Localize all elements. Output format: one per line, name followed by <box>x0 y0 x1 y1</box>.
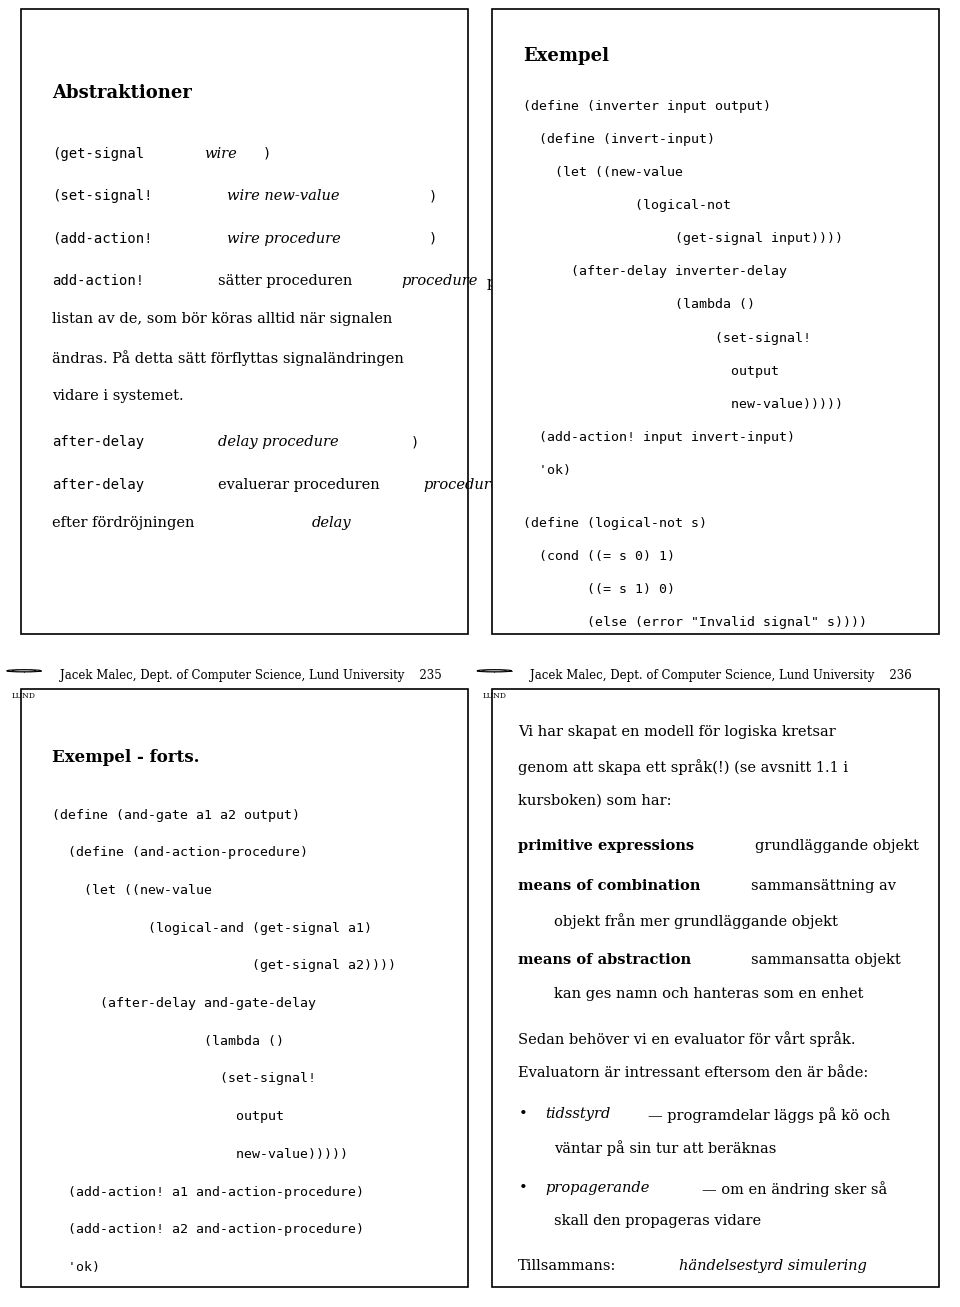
Text: (cond ((= s 0) 1): (cond ((= s 0) 1) <box>523 550 675 563</box>
Text: procedure: procedure <box>423 478 500 491</box>
Text: ): ) <box>410 435 419 450</box>
Text: vidare i systemet.: vidare i systemet. <box>53 388 184 403</box>
Text: genom att skapa ett språk(!) (se avsnitt 1.1 i: genom att skapa ett språk(!) (se avsnitt… <box>518 759 849 775</box>
Text: ): ) <box>428 231 437 246</box>
Text: means of combination: means of combination <box>518 880 701 894</box>
Text: (logical-not: (logical-not <box>523 199 731 212</box>
Text: Sedan behöver vi en evaluator för vårt språk.: Sedan behöver vi en evaluator för vårt s… <box>518 1031 856 1047</box>
Text: ((= s 1) 0): ((= s 1) 0) <box>523 583 675 596</box>
Text: propagerande: propagerande <box>545 1182 650 1195</box>
Text: (define (inverter input output): (define (inverter input output) <box>523 99 771 112</box>
Text: kan ges namn och hanteras som en enhet: kan ges namn och hanteras som en enhet <box>554 987 864 1001</box>
Text: grundläggande objekt: grundläggande objekt <box>756 839 920 852</box>
Text: ändras. På detta sätt förflyttas signaländringen: ändras. På detta sätt förflyttas signalä… <box>53 350 404 366</box>
Text: (define (and-action-procedure): (define (and-action-procedure) <box>53 846 308 859</box>
Text: sammansättning av: sammansättning av <box>751 880 896 894</box>
Text: (define (and-gate a1 a2 output): (define (and-gate a1 a2 output) <box>53 809 300 822</box>
FancyBboxPatch shape <box>21 9 468 634</box>
Circle shape <box>482 670 507 672</box>
Text: Vi har skapat en modell för logiska kretsar: Vi har skapat en modell för logiska kret… <box>518 724 836 738</box>
Text: Tillsammans:: Tillsammans: <box>518 1259 616 1273</box>
Text: ): ) <box>263 146 271 161</box>
Text: wire: wire <box>204 146 237 161</box>
Text: skall den propageras vidare: skall den propageras vidare <box>554 1214 761 1229</box>
Text: 'ok): 'ok) <box>523 464 571 477</box>
Text: (set-signal!: (set-signal! <box>523 332 811 345</box>
Text: evaluerar proceduren: evaluerar proceduren <box>218 478 380 491</box>
Text: (after-delay and-gate-delay: (after-delay and-gate-delay <box>53 997 317 1010</box>
Text: •: • <box>518 1107 527 1121</box>
Text: (set-signal!: (set-signal! <box>53 1073 317 1086</box>
Text: (let ((new-value: (let ((new-value <box>523 166 683 179</box>
Text: (get-signal a2)))): (get-signal a2)))) <box>53 959 396 972</box>
Text: wire procedure: wire procedure <box>227 231 341 246</box>
Text: Evaluatorn är intressant eftersom den är både:: Evaluatorn är intressant eftersom den är… <box>518 1067 869 1080</box>
Circle shape <box>12 670 36 672</box>
Text: add-action!: add-action! <box>53 274 145 288</box>
Text: (add-action!: (add-action! <box>53 231 153 246</box>
Text: Jacek Malec, Dept. of Computer Science, Lund University    235: Jacek Malec, Dept. of Computer Science, … <box>60 669 442 682</box>
Text: (define (invert-input): (define (invert-input) <box>523 133 715 146</box>
Text: (add-action! input invert-input): (add-action! input invert-input) <box>523 431 795 444</box>
Text: new-value))))): new-value))))) <box>53 1148 348 1161</box>
Text: LUND: LUND <box>12 693 36 701</box>
Text: Exempel: Exempel <box>523 47 609 64</box>
Text: Exempel - forts.: Exempel - forts. <box>53 749 200 766</box>
Text: (set-signal!: (set-signal! <box>53 190 153 203</box>
Text: (get-signal input)))): (get-signal input)))) <box>523 233 843 246</box>
FancyBboxPatch shape <box>21 689 468 1287</box>
Text: delay procedure: delay procedure <box>218 435 339 450</box>
Text: •: • <box>518 1182 527 1195</box>
Text: procedure: procedure <box>401 274 478 288</box>
Text: primitive expressions: primitive expressions <box>518 839 694 852</box>
Text: — programdelar läggs på kö och: — programdelar läggs på kö och <box>648 1107 890 1123</box>
Text: efter fördröjningen: efter fördröjningen <box>53 516 195 531</box>
Text: listan av de, som bör köras alltid när signalen: listan av de, som bör köras alltid när s… <box>53 312 393 327</box>
FancyBboxPatch shape <box>492 9 939 634</box>
Text: (logical-and (get-signal a1): (logical-and (get-signal a1) <box>53 921 372 935</box>
Text: (add-action! a2 and-action-procedure): (add-action! a2 and-action-procedure) <box>53 1223 365 1236</box>
Text: after-delay: after-delay <box>53 435 145 450</box>
Text: 'ok): 'ok) <box>53 1261 101 1274</box>
Text: — om en ändring sker så: — om en ändring sker så <box>702 1182 887 1197</box>
Text: (add-action! a1 and-action-procedure): (add-action! a1 and-action-procedure) <box>53 1185 365 1199</box>
Text: sammansatta objekt: sammansatta objekt <box>751 954 900 967</box>
FancyBboxPatch shape <box>492 689 939 1287</box>
Text: means of abstraction: means of abstraction <box>518 954 691 967</box>
Text: objekt från mer grundläggande objekt: objekt från mer grundläggande objekt <box>554 912 838 929</box>
Text: tidsstyrd: tidsstyrd <box>545 1107 611 1121</box>
Text: output: output <box>53 1110 284 1123</box>
Text: delay: delay <box>312 516 351 531</box>
Text: new-value))))): new-value))))) <box>523 397 843 410</box>
Text: LUND: LUND <box>483 693 507 701</box>
Text: på: på <box>487 274 504 290</box>
Text: (let ((new-value: (let ((new-value <box>53 884 212 897</box>
Text: kursboken) som har:: kursboken) som har: <box>518 793 672 808</box>
Text: Jacek Malec, Dept. of Computer Science, Lund University    236: Jacek Malec, Dept. of Computer Science, … <box>530 669 912 682</box>
Text: sätter proceduren: sätter proceduren <box>218 274 352 288</box>
Text: (define (logical-not s): (define (logical-not s) <box>523 518 707 529</box>
Text: output: output <box>523 365 779 378</box>
Text: after-delay: after-delay <box>53 478 145 491</box>
Text: (after-delay inverter-delay: (after-delay inverter-delay <box>523 265 787 278</box>
Text: Abstraktioner: Abstraktioner <box>53 84 192 102</box>
Text: wire new-value: wire new-value <box>227 190 340 203</box>
Text: händelsestyrd simulering: händelsestyrd simulering <box>680 1259 867 1273</box>
Text: (get-signal: (get-signal <box>53 146 145 161</box>
Text: (lambda (): (lambda () <box>53 1035 284 1048</box>
Text: väntar på sin tur att beräknas: väntar på sin tur att beräknas <box>554 1140 777 1157</box>
Text: (else (error "Invalid signal" s)))): (else (error "Invalid signal" s)))) <box>523 617 867 629</box>
Text: ): ) <box>428 190 437 203</box>
Text: (lambda (): (lambda () <box>523 298 755 311</box>
